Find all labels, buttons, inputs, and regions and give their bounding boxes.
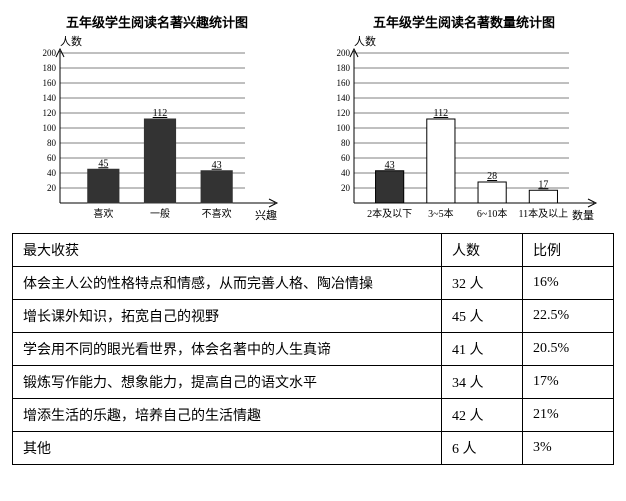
svg-text:45: 45 <box>98 158 108 169</box>
interest-bars: 45 喜欢 112 一般 43 不喜欢 <box>87 108 232 220</box>
cell-pct: 20.5% <box>523 333 614 366</box>
svg-text:120: 120 <box>42 108 56 118</box>
table-row: 增添生活的乐趣，培养自己的生活情趣42 人21% <box>13 399 614 432</box>
y-axis-label: 人数 <box>60 35 82 48</box>
svg-text:200: 200 <box>337 48 351 58</box>
svg-text:100: 100 <box>337 123 351 133</box>
svg-text:6~10本: 6~10本 <box>477 207 507 220</box>
cell-count: 42 人 <box>442 399 523 432</box>
svg-text:140: 140 <box>337 93 351 103</box>
results-table: 最大收获 人数 比例 体会主人公的性格特点和情感，从而完善人格、陶冶情操32 人… <box>12 233 614 465</box>
table-row: 学会用不同的眼光看世界，体会名著中的人生真谛41 人20.5% <box>13 333 614 366</box>
cell-pct: 22.5% <box>523 300 614 333</box>
cell-count: 41 人 <box>442 333 523 366</box>
x-axis-label: 数量 <box>572 209 594 222</box>
cell-count: 6 人 <box>442 432 523 465</box>
header-pct: 比例 <box>523 234 614 267</box>
interest-chart: 五年级学生阅读名著兴趣统计图 人数 20 40 60 80 100 120 140 160 18… <box>12 12 302 223</box>
svg-text:112: 112 <box>152 108 167 119</box>
svg-text:一般: 一般 <box>150 207 170 220</box>
svg-text:17: 17 <box>538 179 548 190</box>
svg-text:112: 112 <box>434 108 449 119</box>
cell-pct: 17% <box>523 366 614 399</box>
cell-count: 45 人 <box>442 300 523 333</box>
header-gain: 最大收获 <box>13 234 442 267</box>
x-axis-label: 兴趣 <box>255 208 277 222</box>
cell-pct: 3% <box>523 432 614 465</box>
svg-text:20: 20 <box>47 183 57 193</box>
svg-text:60: 60 <box>47 153 57 163</box>
svg-text:20: 20 <box>341 183 351 193</box>
svg-text:180: 180 <box>337 63 351 73</box>
table-row: 锻炼写作能力、想象能力，提高自己的语文水平34 人17% <box>13 366 614 399</box>
table-row: 体会主人公的性格特点和情感，从而完善人格、陶冶情操32 人16% <box>13 267 614 300</box>
svg-text:160: 160 <box>42 78 56 88</box>
table-row: 其他6 人3% <box>13 432 614 465</box>
cell-gain: 增长课外知识，拓宽自己的视野 <box>13 300 442 333</box>
svg-text:11本及以上: 11本及以上 <box>519 207 569 220</box>
interest-chart-title: 五年级学生阅读名著兴趣统计图 <box>12 12 302 31</box>
svg-text:140: 140 <box>42 93 56 103</box>
cell-gain: 体会主人公的性格特点和情感，从而完善人格、陶冶情操 <box>13 267 442 300</box>
quantity-chart: 五年级学生阅读名著数量统计图 人数 20 40 60 80 100 120 140 160 18… <box>314 12 614 223</box>
svg-text:80: 80 <box>47 138 57 148</box>
quantity-chart-svg: 人数 20 40 60 80 100 120 140 160 180 200 43 2本及以下 112… <box>314 33 614 223</box>
svg-text:60: 60 <box>341 153 351 163</box>
table-row: 增长课外知识，拓宽自己的视野45 人22.5% <box>13 300 614 333</box>
svg-text:喜欢: 喜欢 <box>93 207 113 220</box>
svg-text:28: 28 <box>487 171 497 182</box>
cell-pct: 21% <box>523 399 614 432</box>
svg-text:100: 100 <box>42 123 56 133</box>
header-count: 人数 <box>442 234 523 267</box>
cell-pct: 16% <box>523 267 614 300</box>
svg-text:不喜欢: 不喜欢 <box>201 207 231 220</box>
svg-text:80: 80 <box>341 138 351 148</box>
svg-text:43: 43 <box>211 160 221 171</box>
svg-text:43: 43 <box>385 160 395 171</box>
svg-text:200: 200 <box>42 48 56 58</box>
cell-gain: 其他 <box>13 432 442 465</box>
charts-row: 五年级学生阅读名著兴趣统计图 人数 20 40 60 80 100 120 140 160 18… <box>12 12 614 223</box>
quantity-chart-title: 五年级学生阅读名著数量统计图 <box>314 12 614 31</box>
cell-count: 32 人 <box>442 267 523 300</box>
svg-text:160: 160 <box>337 78 351 88</box>
cell-count: 34 人 <box>442 366 523 399</box>
cell-gain: 锻炼写作能力、想象能力，提高自己的语文水平 <box>13 366 442 399</box>
svg-text:180: 180 <box>42 63 56 73</box>
svg-text:40: 40 <box>341 168 351 178</box>
svg-text:40: 40 <box>47 168 57 178</box>
svg-text:3~5本: 3~5本 <box>428 207 453 220</box>
y-axis-label: 人数 <box>354 35 376 48</box>
cell-gain: 学会用不同的眼光看世界，体会名著中的人生真谛 <box>13 333 442 366</box>
svg-text:120: 120 <box>337 108 351 118</box>
svg-text:2本及以下: 2本及以下 <box>367 207 412 220</box>
interest-chart-svg: 人数 20406080100120140160180200 45喜欢112一般4… <box>20 33 295 223</box>
table-header-row: 最大收获 人数 比例 <box>13 234 614 267</box>
cell-gain: 增添生活的乐趣，培养自己的生活情趣 <box>13 399 442 432</box>
